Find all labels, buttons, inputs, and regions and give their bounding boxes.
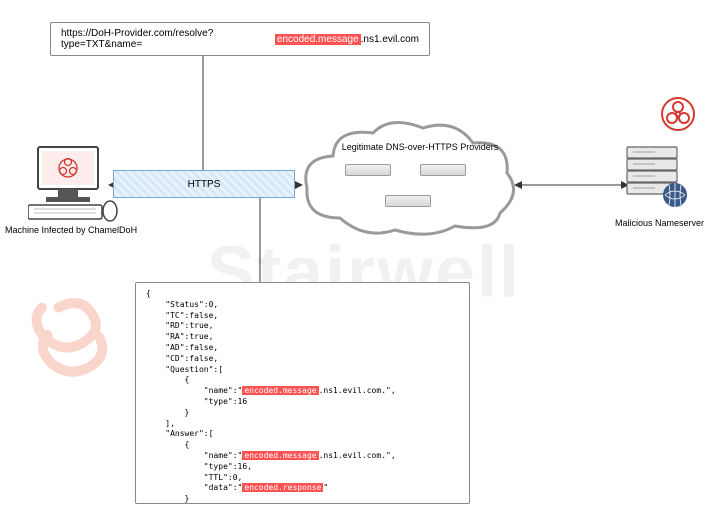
url-prefix: https://DoH-Provider.com/resolve?type=TX… bbox=[61, 28, 275, 50]
conn-url-https bbox=[198, 56, 208, 172]
server-label: Malicious Nameserver bbox=[615, 218, 704, 228]
url-suffix: .ns1.evil.com bbox=[361, 34, 419, 45]
json-ad: "AD":false, bbox=[146, 343, 218, 352]
json-rd: "RD":true, bbox=[146, 321, 213, 330]
https-channel: HTTPS bbox=[113, 170, 295, 198]
json-q-name-post: .ns1.evil.com.", bbox=[319, 386, 396, 395]
json-a-type: "type":16, bbox=[146, 462, 252, 471]
json-ra: "RA":true, bbox=[146, 332, 213, 341]
json-q-name-hl: encoded.message bbox=[242, 386, 318, 395]
json-a-data-post: " bbox=[323, 483, 328, 492]
json-q-name-pre: "name":" bbox=[146, 386, 242, 395]
https-label: HTTPS bbox=[188, 179, 221, 190]
json-a-name-hl: encoded.message bbox=[242, 451, 318, 460]
provider-chip-2 bbox=[420, 164, 466, 176]
json-cd: "CD":false, bbox=[146, 354, 218, 363]
json-a-name-post: .ns1.evil.com.", bbox=[319, 451, 396, 460]
url-request-box: https://DoH-Provider.com/resolve?type=TX… bbox=[50, 22, 430, 56]
watermark-logo-icon bbox=[20, 280, 130, 390]
conn-https-json bbox=[255, 198, 265, 284]
provider-chip-3 bbox=[385, 195, 431, 207]
json-a-ttl: "TTL":0, bbox=[146, 473, 242, 482]
doh-providers-cloud bbox=[295, 118, 520, 248]
json-answer-open: "Answer":[ bbox=[146, 429, 213, 438]
json-question-open: "Question":[ bbox=[146, 365, 223, 374]
json-status: "Status":0, bbox=[146, 300, 218, 309]
json-response-box: { "Status":0, "TC":false, "RD":true, "RA… bbox=[135, 282, 470, 504]
provider-chip-1 bbox=[345, 164, 391, 176]
infected-machine-icon bbox=[28, 145, 118, 230]
conn-cloud-server bbox=[514, 178, 629, 192]
json-tc: "TC":false, bbox=[146, 311, 218, 320]
json-a-data-hl: encoded.response bbox=[242, 483, 323, 492]
cloud-label: Legitimate DNS-over-HTTPS Providers bbox=[330, 142, 510, 152]
json-q-type: "type":16 bbox=[146, 397, 247, 406]
biohazard-icon bbox=[660, 96, 696, 132]
json-a-data-pre: "data":" bbox=[146, 483, 242, 492]
url-highlight: encoded.message bbox=[275, 34, 361, 45]
machine-label: Machine Infected by ChamelDoH bbox=[5, 225, 137, 235]
json-a-name-pre: "name":" bbox=[146, 451, 242, 460]
malicious-server-icon bbox=[625, 145, 690, 220]
